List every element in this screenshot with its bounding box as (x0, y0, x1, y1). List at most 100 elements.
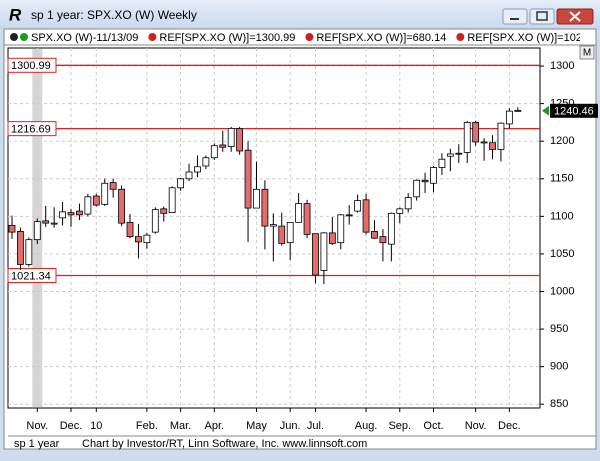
candle-body (430, 167, 437, 184)
candle-body (185, 171, 193, 180)
candle-body (33, 221, 41, 241)
legend-dot (305, 33, 314, 41)
candle-body (320, 232, 328, 271)
candle-body (328, 232, 336, 244)
candle-body (295, 203, 303, 223)
y-tick-label: 900 (550, 361, 568, 373)
candle-body (446, 153, 454, 157)
candle-body (8, 224, 16, 233)
candle-body (92, 195, 100, 206)
candle-body (109, 182, 117, 190)
y-tick-label: 1000 (550, 285, 574, 297)
legend-dot (456, 33, 465, 41)
m-button[interactable] (579, 45, 595, 60)
reference-label-box (7, 121, 57, 137)
x-tick-label: May (246, 420, 267, 432)
candle-body (160, 208, 168, 214)
maximize-button[interactable] (529, 8, 555, 25)
candle-body (286, 221, 294, 244)
candle-body (135, 236, 142, 243)
candle-body (413, 179, 421, 198)
reference-label: 1300.99 (11, 60, 51, 72)
candle-body (151, 209, 159, 233)
candle-body (126, 221, 134, 238)
candle-body (59, 211, 66, 219)
candle-body (455, 152, 463, 155)
reference-label-box (7, 267, 57, 283)
candle-body (269, 224, 277, 227)
candle-body (76, 210, 83, 216)
status-tab[interactable]: sp 1 year (14, 438, 60, 450)
candle-body (387, 212, 395, 245)
x-tick-label: Jul. (307, 420, 324, 432)
last-price-box (550, 103, 598, 118)
candle-body (505, 110, 513, 125)
candle-body (303, 203, 311, 235)
candle-body (472, 122, 480, 143)
candle-body (17, 230, 24, 265)
legend-entry: REF[SPX.XO (W)]=1300.99 (159, 32, 295, 44)
candle-body (261, 188, 269, 227)
x-tick-label: Mar. (170, 420, 191, 432)
candle-body (168, 187, 176, 213)
candle-body (210, 145, 218, 159)
legend: SPX.XO (W)-11/13/09 REF[SPX.XO (W)]=1300.… (10, 32, 600, 44)
candle-body (253, 188, 260, 209)
candle-body (219, 144, 227, 148)
x-tick-label: Feb. (136, 420, 158, 432)
legend-dot (10, 33, 18, 41)
legend-dot (20, 33, 28, 41)
app-icon: R (9, 5, 22, 24)
candle-body (489, 142, 496, 150)
candle-body (25, 239, 33, 265)
x-tick-label: Aug. (355, 420, 378, 432)
x-tick-label: Jun. (280, 420, 301, 432)
reference-label: 1021.34 (11, 270, 51, 282)
candle-body (354, 200, 362, 212)
reference-label: 1216.69 (11, 124, 51, 136)
minimize-button[interactable] (502, 8, 528, 25)
x-tick-label: Nov. (465, 420, 487, 432)
candle-body (421, 179, 429, 183)
candle-body (497, 122, 505, 150)
x-tick-label: Dec. (60, 420, 83, 432)
last-price-arrow (542, 105, 549, 116)
y-tick-label: 1150 (550, 173, 574, 185)
maximize-icon (536, 11, 548, 21)
candle-body (177, 178, 185, 189)
y-tick-label: 950 (550, 323, 568, 335)
candle-body (312, 233, 319, 276)
reference-label-box (7, 57, 57, 73)
window-title: sp 1 year: SPX.XO (W) Weekly (31, 8, 197, 22)
candle-body (244, 149, 252, 209)
legend-entry: REF[SPX.XO (W)]=680.14 (316, 32, 446, 44)
y-tick-label: 1200 (550, 135, 574, 147)
candle-body (118, 188, 125, 224)
candle-body (345, 214, 353, 217)
y-tick-label: 850 (550, 398, 568, 410)
x-tick-label: Nov. (26, 420, 48, 432)
x-tick-label: Sep. (388, 420, 411, 432)
candle-body (227, 128, 235, 147)
candle-body (278, 225, 286, 244)
x-tick-label: Dec. (498, 420, 521, 432)
legend-dot (148, 33, 157, 41)
x-tick-label: Oct. (423, 420, 443, 432)
title-bar (0, 0, 600, 29)
candle-body (84, 196, 92, 215)
candle-body (67, 212, 75, 216)
status-text: Chart by Investor/RT, Linn Software, Inc… (82, 438, 367, 450)
y-tick-label: 1050 (550, 248, 574, 260)
y-tick-label: 1100 (550, 210, 574, 222)
candle-body (463, 122, 471, 153)
candle-body (143, 234, 151, 244)
x-tick-label: Apr. (205, 420, 225, 432)
legend-entry: REF[SPX.XO (W)]=1021.34 (467, 32, 600, 44)
candle-body (438, 158, 446, 168)
candle-body (480, 141, 488, 144)
candle-body (396, 208, 404, 214)
candle-body (371, 230, 378, 239)
last-price-label: 1240.46 (554, 106, 594, 118)
candle-body (101, 182, 109, 205)
